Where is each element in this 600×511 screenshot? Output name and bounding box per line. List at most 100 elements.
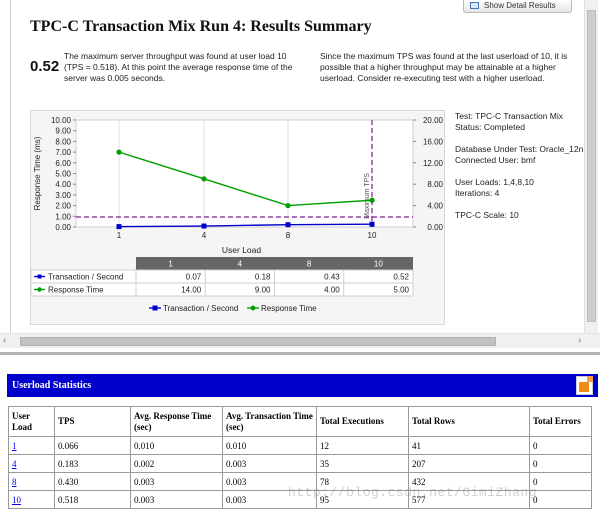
x-axis-title: User Load [222, 245, 261, 255]
left-axis-tick-label: 3.00 [55, 191, 71, 200]
data-table-header-label: 1 [168, 260, 173, 269]
data-table-header-label: 4 [238, 260, 243, 269]
data-table-header-label: 10 [374, 260, 383, 269]
data-table-row [31, 282, 414, 297]
avg-response-cell: 0.010 [130, 436, 223, 455]
x-axis-tick-label: 10 [368, 231, 377, 240]
tps-point [285, 222, 291, 228]
avg-response-cell: 0.002 [130, 454, 223, 473]
recommendation-text: Since the maximum TPS was found at the l… [320, 51, 568, 83]
left-axis-tick-label: 9.00 [55, 127, 71, 136]
data-table-key-marker [37, 287, 42, 292]
show-detail-results-label: Show Detail Results [484, 1, 556, 10]
total-errors-cell: 0 [529, 472, 592, 491]
legend-label: Transaction / Second [163, 304, 238, 313]
data-table-value: 0.18 [255, 273, 271, 282]
info-iterations: Iterations: 4 [455, 188, 500, 198]
data-table-series-name: Transaction / Second [48, 273, 123, 282]
info-test: Test: TPC-C Transaction Mix [455, 111, 564, 121]
total-executions-cell: 35 [316, 454, 409, 473]
response-time-point [201, 176, 207, 182]
test-info-panel: Test: TPC-C Transaction Mix Status: Comp… [455, 111, 585, 221]
column-header: Total Errors [529, 406, 592, 437]
column-header: Total Rows [408, 406, 530, 437]
column-header: Avg. Response Time (sec) [130, 406, 223, 437]
column-header: Avg. Transaction Time (sec) [222, 406, 317, 437]
legend-key-marker [152, 305, 158, 311]
total-rows-cell: 207 [408, 454, 530, 473]
info-connected-user: Connected User: bmf [455, 155, 536, 165]
detail-results-icon [470, 2, 479, 9]
table-row: 10 0.518 0.003 0.003 95 577 0 [8, 490, 592, 509]
watermark: http://blog.csdn.net/GimiZhang [288, 485, 538, 500]
table-row: 4 0.183 0.002 0.003 35 207 0 [8, 454, 592, 473]
scroll-right-arrow-icon[interactable]: › [578, 335, 582, 346]
panel-border [10, 0, 11, 333]
user-load-link[interactable]: 8 [12, 476, 17, 487]
data-table-value: 9.00 [255, 286, 271, 295]
avg-response-cell: 0.003 [130, 490, 223, 509]
info-status: Status: Completed [455, 122, 525, 132]
left-axis-tick-label: 10.00 [51, 116, 72, 125]
table-row: 1 0.066 0.010 0.010 12 41 0 [8, 436, 592, 455]
data-table-value: 0.52 [393, 273, 409, 282]
total-errors-cell: 0 [529, 490, 592, 509]
data-table-value: 0.07 [186, 273, 202, 282]
user-load-link[interactable]: 1 [12, 440, 17, 451]
left-axis-tick-label: 1.00 [55, 212, 71, 221]
column-header: User Load [8, 406, 55, 437]
info-scale: TPC-C Scale: 10 [455, 210, 519, 220]
left-axis-tick-label: 7.00 [55, 148, 71, 157]
data-table-value: 14.00 [181, 286, 202, 295]
column-header: TPS [54, 406, 131, 437]
avg-transaction-cell: 0.003 [222, 454, 317, 473]
userload-statistics-title: Userload Statistics [12, 380, 92, 391]
info-user-loads: User Loads: 1,4,8,10 [455, 177, 534, 187]
data-table-key-marker [37, 274, 42, 279]
data-table-value: 5.00 [393, 286, 409, 295]
results-chart: 0.00 1.00 2.00 3.00 4.00 5.00 6.00 7.00 8.00 9.00… [30, 110, 445, 325]
max-tps-value: 0.52 [30, 58, 60, 75]
total-errors-cell: 0 [529, 454, 592, 473]
user-load-link[interactable]: 4 [12, 458, 17, 469]
tps-cell: 0.066 [54, 436, 131, 455]
legend-label: Response Time [261, 304, 317, 313]
scroll-left-arrow-icon[interactable]: ‹ [3, 335, 7, 346]
info-database: Database Under Test: Oracle_12n [455, 144, 584, 154]
horizontal-scrollbar-thumb[interactable] [20, 337, 496, 346]
column-header: Total Executions [316, 406, 409, 437]
section-separator [0, 352, 600, 355]
right-axis-tick-label: 12.00 [423, 159, 444, 168]
tps-line [118, 223, 373, 228]
total-executions-cell: 12 [316, 436, 409, 455]
data-table-series-name: Response Time [48, 286, 104, 295]
response-time-point [116, 149, 122, 155]
tps-cell: 0.183 [54, 454, 131, 473]
left-axis-title: Response Time (ms) [33, 136, 42, 210]
x-axis-tick-label: 4 [202, 231, 207, 240]
page-title: TPC-C Transaction Mix Run 4: Results Sum… [30, 18, 372, 35]
tps-point [116, 224, 122, 230]
horizontal-scrollbar[interactable]: ‹ › [0, 333, 600, 348]
right-axis-tick-label: 20.00 [423, 116, 444, 125]
x-axis-tick-label: 1 [117, 231, 122, 240]
vertical-scrollbar[interactable] [584, 0, 598, 333]
right-axis-tick-label: 8.00 [427, 180, 443, 189]
tps-point [369, 221, 375, 227]
vertical-scrollbar-thumb[interactable] [587, 10, 596, 322]
tps-cell: 0.430 [54, 472, 131, 491]
export-icon[interactable] [576, 376, 593, 395]
avg-transaction-cell: 0.010 [222, 436, 317, 455]
chart-canvas: 0.001.002.003.004.005.006.007.008.009.00… [31, 116, 444, 313]
throughput-summary-text: The maximum server throughput was found … [64, 51, 293, 83]
plot-area [75, 119, 414, 228]
left-axis-tick-label: 4.00 [55, 180, 71, 189]
legend-key-marker [250, 305, 256, 311]
table-header-row: User Load TPS Avg. Response Time (sec) A… [8, 406, 592, 437]
response-time-point [285, 203, 291, 209]
show-detail-results-button[interactable]: Show Detail Results [463, 0, 572, 13]
right-axis-tick-label: 4.00 [427, 202, 443, 211]
left-axis-tick-label: 0.00 [55, 223, 71, 232]
response-time-point [369, 197, 375, 203]
user-load-link[interactable]: 10 [12, 494, 21, 505]
